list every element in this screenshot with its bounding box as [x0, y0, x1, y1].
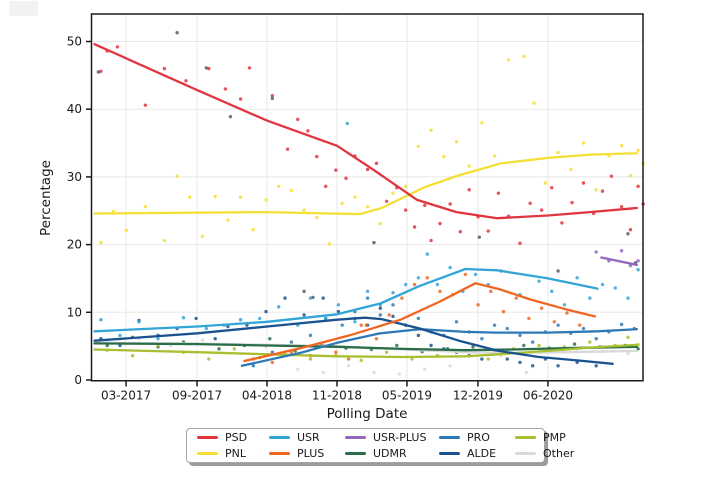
x-tick-label: 06-2020 [523, 389, 573, 403]
x-tick-label: 04-2018 [242, 389, 292, 403]
y-tick-label: 40 [67, 102, 82, 116]
legend-item-pnl: PNL [197, 448, 269, 459]
legend-item-usr-plus: USR-PLUS [345, 432, 439, 443]
legend-item-alde: ALDE [439, 448, 515, 459]
trend-line-usr [93, 267, 599, 333]
trend-line-usr-plus [600, 256, 638, 267]
x-tick-label: 05-2019 [382, 389, 432, 403]
trend-line-pnl [93, 152, 638, 216]
legend-label: PMP [543, 431, 566, 445]
legend-item-udmr: UDMR [345, 448, 439, 459]
scatter-pnl [99, 54, 645, 246]
trend-lines [93, 43, 638, 367]
trend-line-udmr [93, 342, 638, 352]
legend-swatch-plus [269, 451, 290, 455]
x-tick-label: 03-2017 [101, 389, 151, 403]
legend-item-other: Other [515, 448, 585, 459]
legend-label: ALDE [467, 446, 497, 460]
y-tick-label: 0 [74, 373, 82, 387]
y-tick-label: 20 [67, 238, 82, 252]
x-tick-label: 11-2018 [312, 389, 362, 403]
legend-label: PLUS [297, 446, 325, 460]
legend-swatch-pro [439, 436, 460, 440]
y-tick-label: 50 [67, 35, 82, 49]
trend-line-pro [240, 328, 638, 367]
scatter-usr-plus [594, 248, 640, 268]
x-tick-label: 12-2019 [453, 389, 503, 403]
legend-swatch-udmr [345, 451, 366, 455]
trend-line-pmp [93, 343, 638, 359]
trend-line-psd [93, 43, 638, 220]
legend-label: USR [297, 431, 320, 445]
legend-label: UDMR [373, 446, 407, 460]
legend-label: PNL [225, 446, 246, 460]
y-tick-label: 30 [67, 170, 82, 184]
legend-label: Other [543, 446, 575, 460]
x-tick-label: 09-2017 [172, 389, 222, 403]
chart-legend: PSD PNL USR PLUS USR-PLUS UDMR PRO ALDE PMP Other [186, 428, 574, 463]
legend-item-plus: PLUS [269, 448, 345, 459]
legend-item-usr: USR [269, 432, 345, 443]
legend-swatch-pnl [197, 451, 218, 455]
y-tick-label: 10 [67, 305, 82, 319]
scatter-usr [99, 121, 640, 341]
scatter-misc [96, 30, 638, 300]
tick-labels: 03-2017 09-2017 04-2018 11-2018 05-2019 12-20… [67, 35, 573, 403]
legend-swatch-other [515, 451, 536, 455]
legend-swatch-psd [197, 436, 218, 440]
y-axis-title: Percentage [38, 160, 54, 236]
trend-line-plus [243, 282, 597, 363]
trend-line-alde [93, 316, 614, 365]
legend-label: PSD [225, 431, 248, 445]
legend-swatch-usr-plus [345, 436, 366, 440]
legend-label: PRO [467, 431, 490, 445]
legend-swatch-alde [439, 451, 460, 455]
legend-swatch-pmp [515, 436, 536, 440]
scatter-psd [99, 45, 645, 245]
legend-item-pmp: PMP [515, 432, 585, 443]
legend-label: USR-PLUS [373, 431, 427, 445]
screen-corner-artifact [9, 1, 38, 16]
legend-swatch-usr [269, 436, 290, 440]
legend-item-pro: PRO [439, 432, 515, 443]
axes-frame [86, 13, 644, 387]
x-axis-title: Polling Date [326, 406, 408, 422]
legend-item-psd: PSD [197, 432, 269, 443]
